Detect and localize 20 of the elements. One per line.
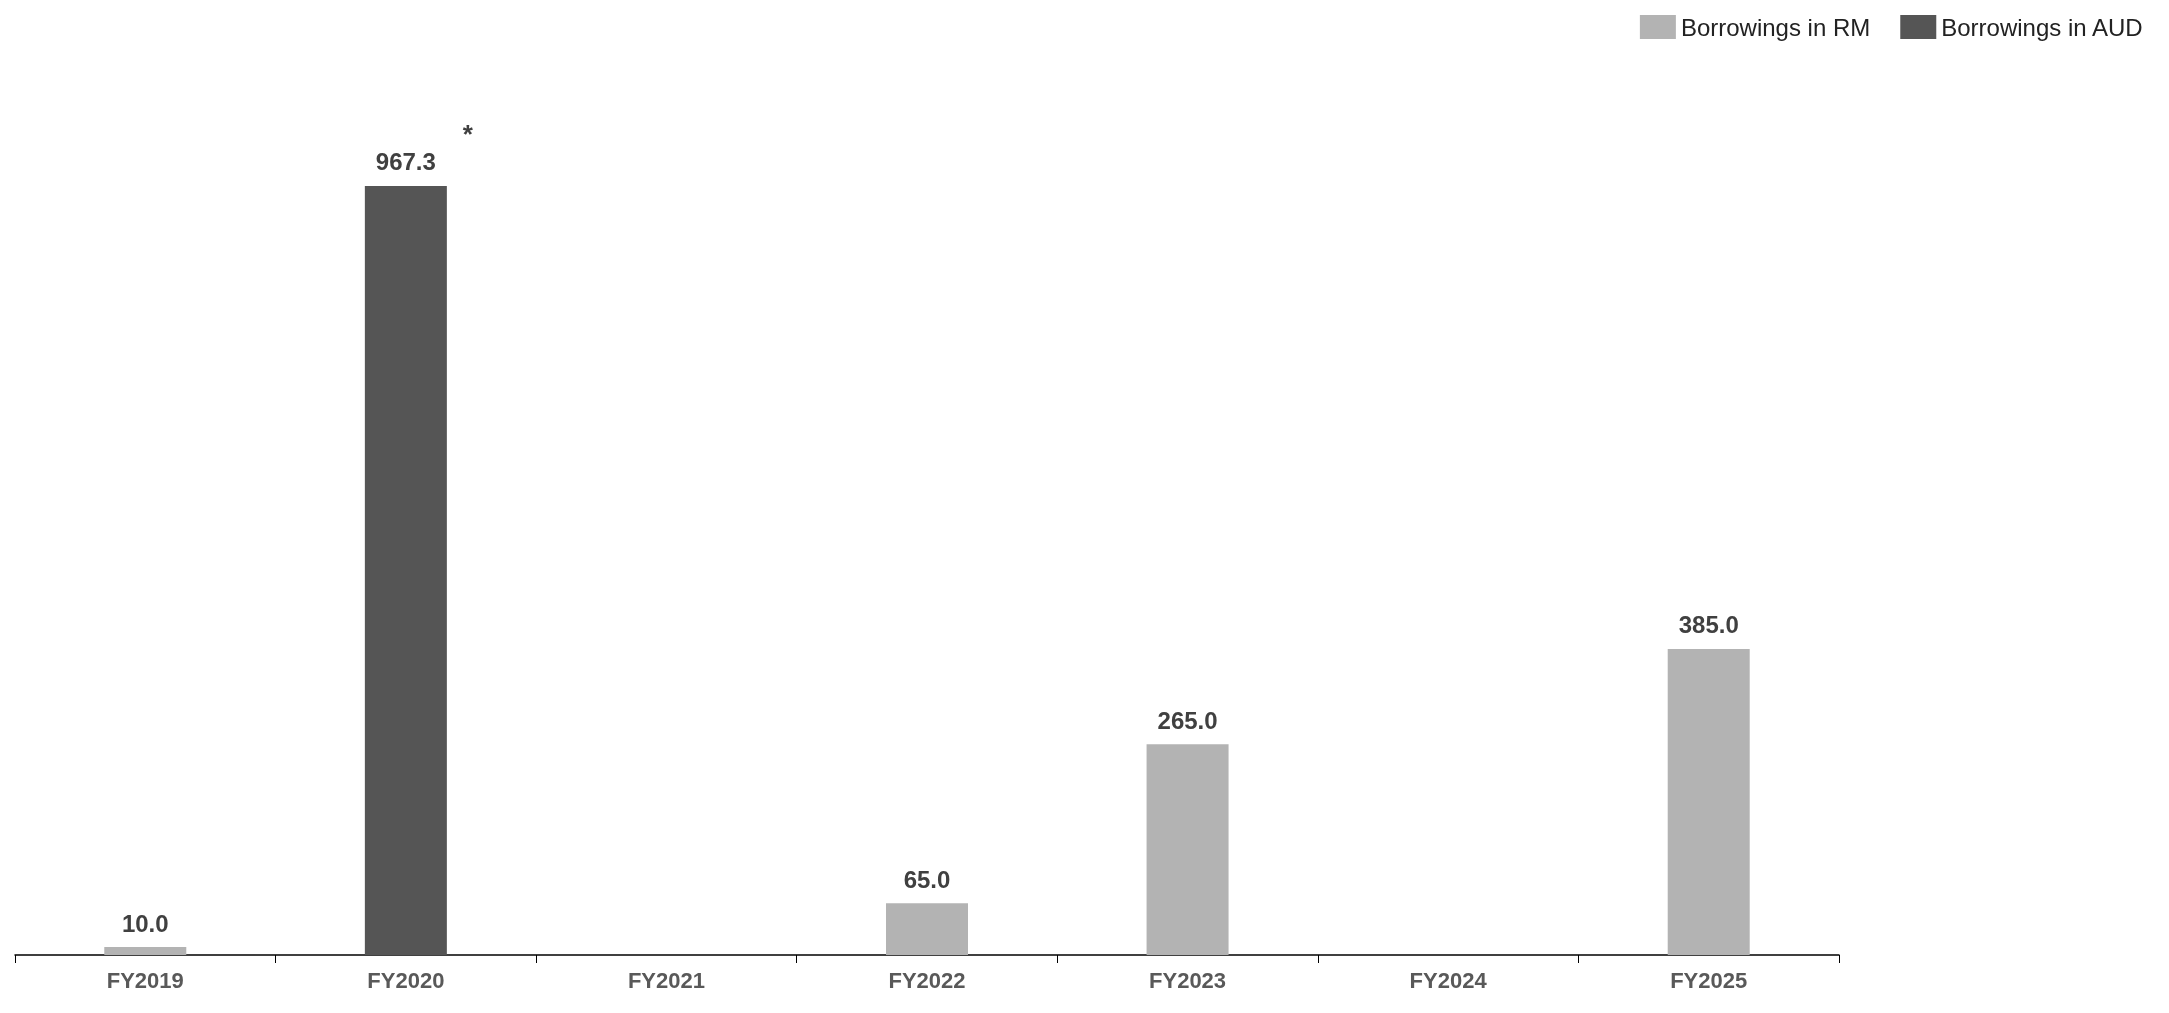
bar [104,947,187,955]
x-tick-label: FY2022 [888,967,966,993]
bar [1146,744,1229,955]
data-label: 385.0 [1678,611,1739,639]
bar [886,903,968,955]
legend-label: Borrowings in RM [1680,13,1871,41]
x-tick-label: FY2023 [1149,967,1227,993]
x-tick-label: FY2025 [1670,967,1748,993]
bar [1667,648,1750,955]
x-tick-label: FY2019 [106,967,184,993]
x-tick-label: FY2024 [1409,967,1488,993]
data-label: 65.0 [903,865,951,893]
data-label: 10.0 [121,909,169,937]
data-label: 967.3 [375,148,436,176]
annotation: * [462,119,474,149]
x-tick-label: FY2021 [627,967,705,993]
legend-label: Borrowings in AUD [1941,13,2143,41]
x-tick-label: FY2020 [367,967,445,993]
bar [364,186,447,955]
data-label: 265.0 [1157,706,1218,734]
